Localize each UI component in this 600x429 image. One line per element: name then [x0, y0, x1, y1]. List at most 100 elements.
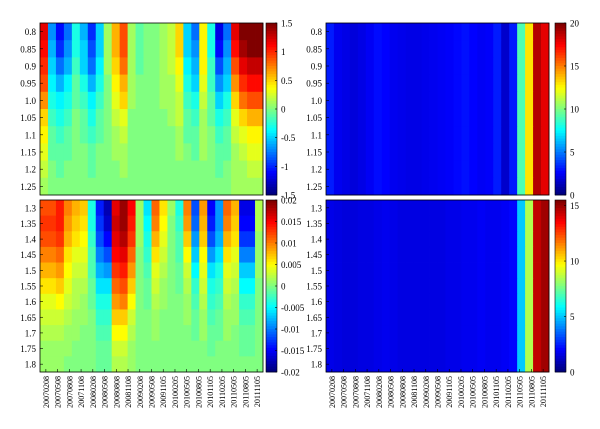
heatmap-cell [509, 200, 518, 217]
colorbar-segment [266, 87, 277, 91]
heatmap-cell [135, 231, 144, 248]
heatmap-cell [47, 109, 57, 127]
heatmap-cell [461, 293, 470, 310]
heatmap-cell [95, 309, 105, 326]
heatmap-cell [119, 109, 128, 127]
heatmap-cell [239, 143, 248, 161]
heatmap-cell [349, 109, 359, 127]
heatmap-cell [247, 91, 256, 110]
x-tick-label: 20070508 [54, 376, 63, 408]
heatmap-cell [143, 57, 152, 75]
heatmap-cell [477, 160, 486, 179]
heatmap-cell [127, 177, 136, 196]
heatmap-cell [175, 325, 184, 342]
heatmap-cell [509, 262, 518, 279]
heatmap-cell [63, 160, 73, 179]
colorbar-segment [266, 55, 277, 59]
heatmap-cell [159, 74, 168, 93]
heatmap-cell [477, 91, 486, 110]
heatmap-cell [127, 309, 136, 326]
heatmap-cell [55, 278, 65, 295]
heatmap-cell [413, 200, 422, 217]
heatmap-cell [501, 57, 510, 75]
colorbar: 1.510.50-0.5-1-1.5 [265, 19, 296, 201]
colorbar-segment [555, 369, 566, 373]
heatmap-cell [223, 160, 232, 179]
heatmap-cell [87, 143, 97, 161]
heatmap-cell [167, 231, 176, 248]
heatmap-cell [326, 325, 335, 342]
heatmap-cell [183, 143, 192, 161]
heatmap-cell [501, 74, 510, 93]
colorbar-segment [555, 31, 566, 35]
heatmap-cell [429, 278, 438, 295]
heatmap-cell [437, 246, 446, 263]
heatmap-cell [143, 231, 152, 248]
heatmap-cell [47, 309, 57, 326]
colorbar-segment [555, 283, 566, 287]
y-tick-label: 1.75 [306, 344, 322, 354]
heatmap-cell [247, 278, 256, 295]
heatmap-cell [223, 231, 232, 248]
colorbar-segment [555, 294, 566, 298]
colorbar-segment [555, 49, 566, 53]
heatmap-cell [461, 91, 470, 110]
heatmap-cell [111, 23, 121, 41]
heatmap-cell [517, 200, 526, 217]
x-tick-label: 20111105 [539, 376, 548, 407]
heatmap-cell [381, 109, 391, 127]
heatmap-cell [71, 340, 81, 357]
heatmap-cell [127, 293, 136, 310]
colorbar-segment [266, 31, 277, 35]
colorbar-segment [266, 243, 277, 247]
colorbar-segment [555, 251, 566, 255]
heatmap-cell [151, 246, 160, 263]
heatmap-cell [135, 57, 144, 75]
heatmap-cell [47, 91, 57, 110]
heatmap-cell [373, 177, 383, 196]
heatmap-cell [191, 231, 200, 248]
heatmap-cell [469, 325, 478, 342]
heatmap-cell [517, 160, 526, 179]
heatmap-cell [199, 200, 208, 217]
heatmap-cell [469, 40, 478, 58]
heatmap-cell [461, 246, 470, 263]
heatmap-cell [231, 160, 240, 179]
y-tick-label: 1.15 [306, 148, 322, 158]
heatmap-cell [341, 262, 351, 279]
heatmap-cell [135, 293, 144, 310]
heatmap-cell [87, 109, 97, 127]
heatmap-cell [231, 278, 240, 295]
heatmap-cell [255, 262, 264, 279]
heatmap-cell [143, 356, 152, 373]
heatmap-cell [47, 177, 57, 196]
heatmap-cell [151, 278, 160, 295]
heatmap-cell [509, 309, 518, 326]
colorbar-segment [555, 168, 566, 172]
heatmap-cell [119, 40, 128, 58]
heatmap-cell [365, 262, 375, 279]
heatmap-cell [477, 262, 486, 279]
heatmap-cell [373, 356, 383, 373]
heatmap-cell [357, 91, 367, 110]
heatmap-cell [247, 177, 256, 196]
heatmap-cell [79, 340, 89, 357]
heatmap-cell [373, 215, 383, 232]
colorbar-segment [555, 106, 566, 110]
colorbar-segment [555, 154, 566, 158]
heatmap-cell [191, 177, 200, 196]
y-tick-label: 1.4 [311, 235, 323, 245]
heatmap-cell [71, 160, 81, 179]
heatmap-cell [341, 177, 351, 196]
heatmap-cell [389, 262, 399, 279]
heatmap-panel-top-left: 0.80.850.90.951.01.051.11.151.21.251.510… [20, 19, 295, 201]
heatmap-cell [349, 262, 359, 279]
colorbar-segment [555, 192, 566, 196]
heatmap-cell [135, 74, 144, 93]
colorbar-segment [266, 103, 277, 107]
heatmap-cell [365, 309, 375, 326]
heatmap-cell [47, 231, 57, 248]
heatmap-cell [485, 74, 494, 93]
heatmap-cell [223, 109, 232, 127]
heatmap-cell [175, 262, 184, 279]
